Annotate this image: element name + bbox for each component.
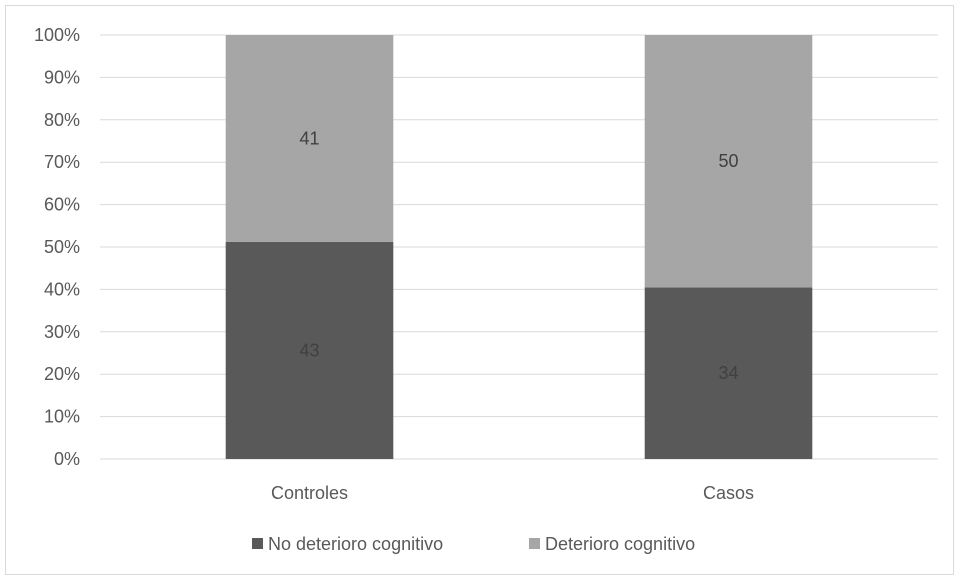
data-label: 43 bbox=[299, 340, 319, 360]
y-tick-label: 70% bbox=[44, 152, 80, 172]
x-category-label: Casos bbox=[703, 483, 754, 503]
bar-segment bbox=[225, 35, 394, 242]
data-label: 41 bbox=[299, 128, 319, 148]
y-tick-label: 0% bbox=[54, 449, 80, 469]
bars bbox=[225, 35, 813, 459]
data-label: 34 bbox=[718, 363, 738, 383]
bar-segment bbox=[644, 287, 813, 459]
legend-swatch bbox=[529, 538, 540, 549]
legend: No deterioro cognitivo Deterioro cognitiv… bbox=[252, 534, 695, 554]
data-labels: 43 41 34 50 bbox=[299, 128, 738, 383]
bar-segment bbox=[225, 241, 394, 459]
y-tick-label: 40% bbox=[44, 279, 80, 299]
y-axis-tick-labels: 0% 10% 20% 30% 40% 50% 60% 70% 80% 90% 100% bbox=[34, 25, 80, 469]
y-tick-label: 30% bbox=[44, 322, 80, 342]
legend-swatch bbox=[252, 538, 263, 549]
legend-label: No deterioro cognitivo bbox=[268, 534, 443, 554]
y-tick-label: 100% bbox=[34, 25, 80, 45]
x-category-label: Controles bbox=[271, 483, 348, 503]
y-tick-label: 50% bbox=[44, 237, 80, 257]
legend-label: Deterioro cognitivo bbox=[545, 534, 695, 554]
y-tick-label: 60% bbox=[44, 195, 80, 215]
y-tick-label: 80% bbox=[44, 110, 80, 130]
data-label: 50 bbox=[718, 151, 738, 171]
x-axis-category-labels: Controles Casos bbox=[271, 483, 754, 503]
bar-segment bbox=[644, 35, 813, 288]
y-tick-label: 10% bbox=[44, 407, 80, 427]
y-tick-label: 90% bbox=[44, 67, 80, 87]
y-tick-label: 20% bbox=[44, 364, 80, 384]
